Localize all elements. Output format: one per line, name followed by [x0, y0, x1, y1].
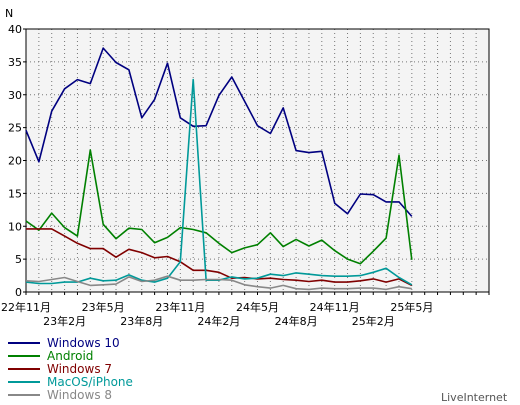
- y-tick-label: 30: [8, 89, 22, 102]
- y-tick-label: 15: [8, 187, 22, 200]
- series-line-2: [26, 228, 413, 287]
- x-tick-label: 24年8月: [275, 314, 318, 328]
- y-tick-label: 0: [15, 286, 22, 299]
- x-tick-label: 24年5月: [236, 300, 279, 314]
- x-tick-label: 25年5月: [390, 300, 433, 314]
- series-line-0: [25, 47, 413, 217]
- axes: 0 5 10 15 20 25 30 35 40 22年11月23年2月23年5月23年8月23年…: [1, 23, 490, 328]
- x-tick-label: 24年11月: [310, 300, 360, 314]
- x-tick-label: 23年8月: [120, 314, 163, 328]
- legend-label: MacOS/iPhone: [47, 375, 133, 389]
- credit-label: LiveInternet: [441, 391, 508, 404]
- y-tick-label: 20: [8, 155, 22, 168]
- legend-label: Windows 8: [47, 388, 112, 402]
- series-line-1: [25, 149, 413, 265]
- y-tick-label: 5: [15, 253, 22, 266]
- x-tick-label: 23年5月: [82, 300, 125, 314]
- y-tick-label: 40: [8, 23, 22, 36]
- x-tick-label: 23年2月: [43, 314, 86, 328]
- x-tick-label: 24年2月: [197, 314, 240, 328]
- legend-label: Windows 7: [47, 362, 112, 376]
- series-lines: [25, 47, 413, 291]
- x-tick-label: 22年11月: [1, 300, 51, 314]
- x-tick-label: 25年2月: [352, 314, 395, 328]
- y-tick-label: 35: [8, 56, 22, 69]
- y-tick-label: 10: [8, 220, 22, 233]
- x-tick-label: 23年11月: [155, 300, 205, 314]
- series-line-4: [25, 275, 412, 291]
- y-axis-title: N: [5, 7, 13, 20]
- y-tick-label: 25: [8, 122, 22, 135]
- legend-label: Windows 10: [47, 336, 120, 350]
- legend-label: Android: [47, 349, 93, 363]
